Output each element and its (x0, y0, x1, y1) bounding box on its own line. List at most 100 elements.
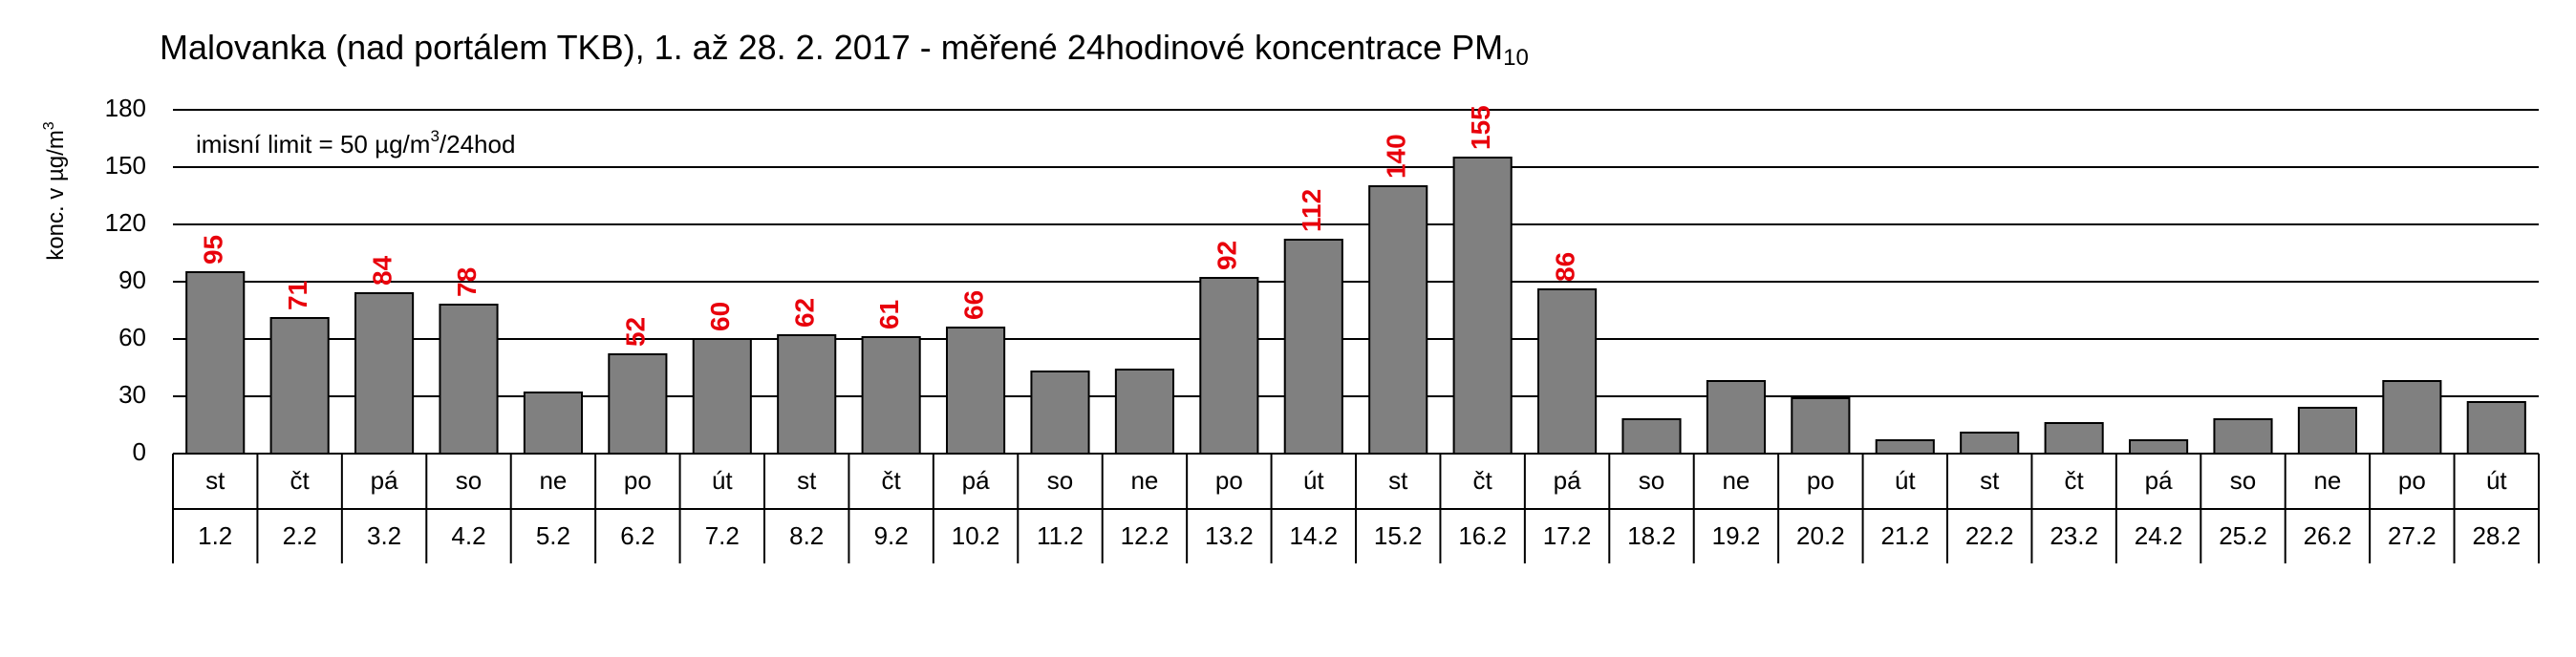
weekday-label: pá (1554, 466, 1581, 495)
x-tick-label: 19.2 (1712, 521, 1761, 550)
bar (1791, 397, 1851, 455)
bar (523, 392, 583, 455)
bar (2213, 418, 2273, 455)
weekday-label: ne (2313, 466, 2341, 495)
bar (1199, 277, 1259, 455)
bar (946, 327, 1006, 455)
x-tick-label: 7.2 (705, 521, 740, 550)
weekday-label: ne (1130, 466, 1158, 495)
weekday-label: st (1388, 466, 1408, 495)
x-tick-label: 13.2 (1205, 521, 1254, 550)
weekday-label: čt (290, 466, 311, 495)
y-tick-label: 60 (118, 323, 146, 351)
annotation: imisní limit = 50 µg/m3/24hod (196, 127, 515, 158)
x-tick-label: 11.2 (1037, 521, 1084, 550)
x-tick-label: 28.2 (2472, 521, 2521, 550)
y-tick-label: 180 (105, 94, 146, 122)
y-tick-label: 120 (105, 208, 146, 237)
bar (2044, 422, 2104, 455)
y-tick-label: 150 (105, 151, 146, 180)
bar (439, 304, 499, 455)
y-label-sup: 3 (41, 121, 57, 130)
weekday-label: čt (882, 466, 902, 495)
title-subscript: 10 (1503, 45, 1529, 71)
x-tick-label: 14.2 (1289, 521, 1338, 550)
weekday-label: pá (962, 466, 990, 495)
annotation-sup: 3 (430, 127, 439, 145)
weekday-label: so (2230, 466, 2256, 495)
weekday-label: út (2486, 466, 2507, 495)
bar (608, 353, 668, 455)
value-label: 86 (1550, 252, 1579, 282)
bar (1030, 371, 1090, 455)
weekday-label: ne (539, 466, 567, 495)
x-tick-label: 1.2 (198, 521, 232, 550)
annotation-suffix: /24hod (440, 130, 516, 159)
y-tick-label: 0 (133, 437, 146, 466)
weekday-label: st (205, 466, 225, 495)
value-label: 78 (452, 267, 482, 297)
bar (185, 271, 246, 455)
x-tick-label: 12.2 (1121, 521, 1170, 550)
x-tick-label: 5.2 (536, 521, 570, 550)
bar (1452, 157, 1513, 455)
bar (2129, 439, 2189, 455)
x-tick-label: 10.2 (952, 521, 1000, 550)
weekday-label: so (1639, 466, 1664, 495)
x-tick-label: 22.2 (1965, 521, 2014, 550)
bar (1960, 432, 2020, 455)
x-tick-label: 15.2 (1374, 521, 1423, 550)
weekday-label: po (1215, 466, 1243, 495)
value-label: 61 (874, 300, 904, 329)
bar (777, 334, 837, 455)
bar (2297, 407, 2357, 455)
weekday-label: út (1895, 466, 1916, 495)
x-tick-label: 3.2 (367, 521, 401, 550)
value-label: 112 (1297, 189, 1326, 232)
weekday-label: út (1303, 466, 1324, 495)
value-label: 62 (790, 298, 820, 328)
value-label: 52 (621, 317, 651, 347)
bar (269, 317, 330, 455)
bar (1537, 288, 1598, 455)
x-tick-label: 2.2 (283, 521, 317, 550)
bar (2466, 401, 2526, 455)
y-tick-label: 30 (118, 380, 146, 409)
x-tick-label: 27.2 (2388, 521, 2436, 550)
x-tick-label: 25.2 (2219, 521, 2267, 550)
weekday-label: so (1047, 466, 1073, 495)
weekday-label: út (712, 466, 733, 495)
x-tick-label: 18.2 (1627, 521, 1676, 550)
x-tick-label: 17.2 (1543, 521, 1592, 550)
weekday-label: čt (1473, 466, 1493, 495)
x-tick-label: 26.2 (2304, 521, 2352, 550)
weekday-label: st (797, 466, 817, 495)
y-tick-label: 90 (118, 265, 146, 294)
bar (1706, 380, 1766, 455)
bar (692, 338, 752, 455)
weekday-label: po (1807, 466, 1835, 495)
chart-title: Malovanka (nad portálem TKB), 1. až 28. … (160, 28, 1529, 72)
annotation-text: imisní limit = 50 µg/m (196, 130, 430, 159)
bar (861, 336, 921, 455)
value-label: 66 (958, 290, 988, 320)
x-tick-label: 20.2 (1796, 521, 1845, 550)
bar (354, 292, 415, 455)
value-label: 140 (1382, 134, 1411, 179)
value-label: 95 (199, 235, 228, 265)
weekday-label: ne (1722, 466, 1750, 495)
title-main: Malovanka (nad portálem TKB), 1. až 28. … (160, 28, 1503, 67)
bar (1114, 369, 1174, 455)
x-tick-label: 23.2 (2050, 521, 2098, 550)
value-label: 92 (1213, 241, 1242, 270)
value-label: 71 (283, 281, 312, 310)
weekday-label: so (456, 466, 482, 495)
x-tick-label: 8.2 (789, 521, 824, 550)
x-tick-label: 9.2 (874, 521, 909, 550)
bar (1368, 185, 1428, 455)
weekday-label: čt (2065, 466, 2085, 495)
bar (1621, 418, 1682, 455)
weekday-label: pá (371, 466, 398, 495)
value-label: 60 (705, 302, 735, 331)
